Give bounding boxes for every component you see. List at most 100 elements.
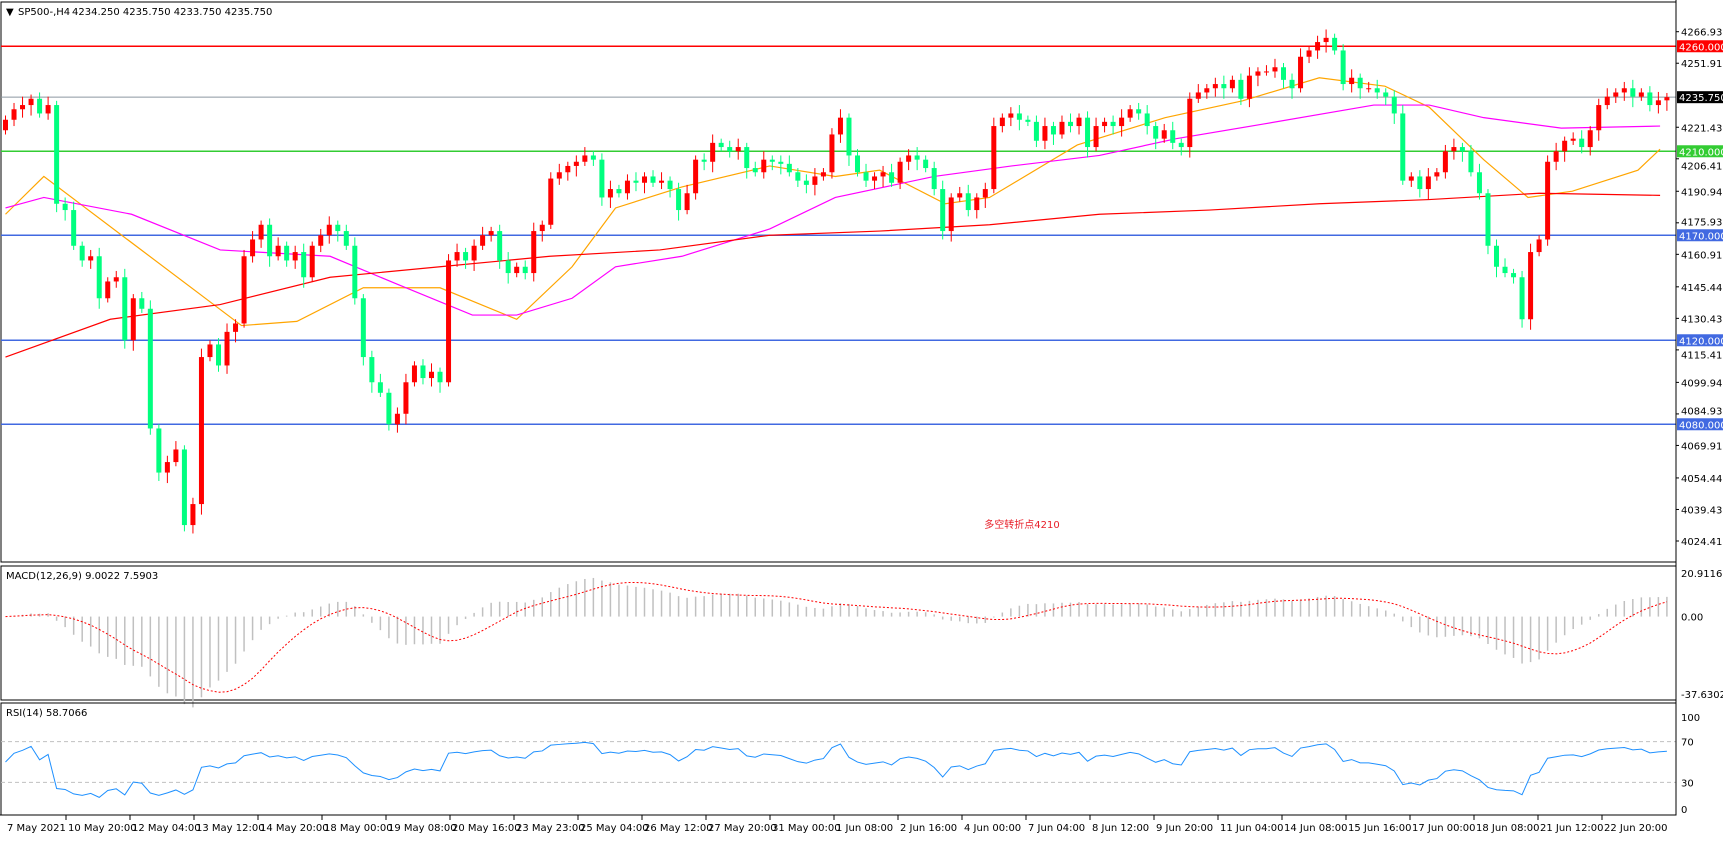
candle-body xyxy=(624,180,630,194)
candle xyxy=(1647,86,1653,112)
candle xyxy=(727,140,733,158)
macd-panel[interactable]: MACD(12,26,9) 9.0022 7.5903 xyxy=(0,565,1677,708)
candle-body xyxy=(1374,88,1380,93)
level-price-label: 4210.000 xyxy=(1679,147,1723,158)
candle xyxy=(488,226,494,242)
time-tick-label: 18 Jun 08:00 xyxy=(1476,823,1540,834)
candle-body xyxy=(1110,121,1116,127)
candle xyxy=(88,249,94,269)
candle-body xyxy=(1298,56,1304,89)
candle xyxy=(1102,117,1108,133)
candle-body xyxy=(130,298,136,341)
candle-body xyxy=(599,159,605,198)
candle xyxy=(20,96,26,118)
candle-body xyxy=(241,256,247,324)
current-price-label: 4235.750 xyxy=(1679,93,1723,104)
candle-body xyxy=(1153,126,1159,139)
candle xyxy=(889,163,895,187)
candle xyxy=(267,218,273,267)
candle-body xyxy=(897,161,903,183)
price-tick-label: 4039.430 xyxy=(1681,505,1723,516)
candle xyxy=(1033,115,1039,148)
candle xyxy=(1536,235,1542,257)
candle-body xyxy=(37,98,43,114)
candle-body xyxy=(250,239,256,257)
candle xyxy=(369,350,375,393)
dropdown-triangle-icon[interactable]: ▼ xyxy=(6,7,14,18)
candle xyxy=(514,262,520,278)
price-panel[interactable]: ▼ SP500-,H4 4234.250 4235.750 4233.750 4… xyxy=(0,1,1677,563)
candle xyxy=(667,176,673,198)
candle xyxy=(54,100,60,213)
price-tick-label: 4160.915 xyxy=(1681,250,1723,261)
candle-body xyxy=(1366,88,1372,90)
candle xyxy=(156,424,162,481)
moving-average-line xyxy=(5,192,1661,358)
candle-body xyxy=(147,308,153,429)
candle-body xyxy=(1451,147,1457,152)
candle-body xyxy=(1042,126,1048,141)
time-tick-label: 13 May 12:00 xyxy=(196,823,265,834)
candle xyxy=(880,165,886,187)
candle-body xyxy=(54,105,60,204)
rsi-tick-label: 100 xyxy=(1681,713,1700,724)
candle-body xyxy=(403,382,409,414)
candle xyxy=(1289,73,1295,99)
candle-body xyxy=(982,189,988,198)
candle-body xyxy=(1144,113,1150,127)
candle xyxy=(1391,90,1397,124)
candle-body xyxy=(514,266,520,274)
candle-body xyxy=(139,298,145,309)
macd-tick-label: -37.6302 xyxy=(1681,690,1723,701)
candle xyxy=(599,153,605,206)
ohlc-readout: 4234.250 4235.750 4233.750 4235.750 xyxy=(72,7,272,18)
candle xyxy=(352,237,358,305)
candle xyxy=(642,172,647,194)
candle-body xyxy=(582,155,588,162)
candle xyxy=(1570,132,1576,145)
rsi-tick-label: 30 xyxy=(1681,778,1694,789)
candle-body xyxy=(1016,113,1022,120)
candle-body xyxy=(1119,117,1125,127)
candle-body xyxy=(1306,50,1312,57)
candle-body xyxy=(1102,121,1108,127)
price-tick-label: 4024.415 xyxy=(1681,537,1723,548)
candle xyxy=(335,220,341,242)
candle xyxy=(1153,121,1159,150)
candle-body xyxy=(1085,117,1091,148)
candle-body xyxy=(420,365,426,379)
candle-body xyxy=(1281,67,1286,80)
level-price-tag xyxy=(1677,229,1723,242)
candle xyxy=(1187,92,1193,158)
price-axis[interactable]: 4260.000 4210.000 4170.000 4120.000 4080.000… xyxy=(1675,0,1723,816)
level-price-tag xyxy=(1677,40,1723,53)
candle xyxy=(1119,109,1125,137)
time-tick-label: 14 Jun 08:00 xyxy=(1284,823,1348,834)
candle xyxy=(1178,138,1184,156)
candle xyxy=(837,109,843,143)
candle xyxy=(241,249,247,328)
candle-body xyxy=(1170,130,1176,143)
candle-body xyxy=(1638,92,1644,97)
candle-body xyxy=(156,428,162,473)
candle-body xyxy=(505,260,511,274)
candle xyxy=(1306,46,1312,64)
candle xyxy=(1323,29,1329,53)
candle xyxy=(1476,163,1482,200)
level-price-label: 4120.000 xyxy=(1679,336,1723,347)
candle xyxy=(190,497,196,534)
candle xyxy=(999,113,1005,133)
price-tick-label: 4251.915 xyxy=(1681,59,1723,70)
candle xyxy=(471,239,477,271)
candle-body xyxy=(1476,172,1482,194)
candle xyxy=(1459,142,1465,162)
candle xyxy=(11,102,17,127)
candle-body xyxy=(1315,42,1321,51)
time-tick-label: 15 Jun 16:00 xyxy=(1348,823,1412,834)
candle xyxy=(1400,105,1406,185)
candle-body xyxy=(411,365,417,383)
candle-body xyxy=(1655,100,1661,106)
candle-body xyxy=(216,344,221,366)
